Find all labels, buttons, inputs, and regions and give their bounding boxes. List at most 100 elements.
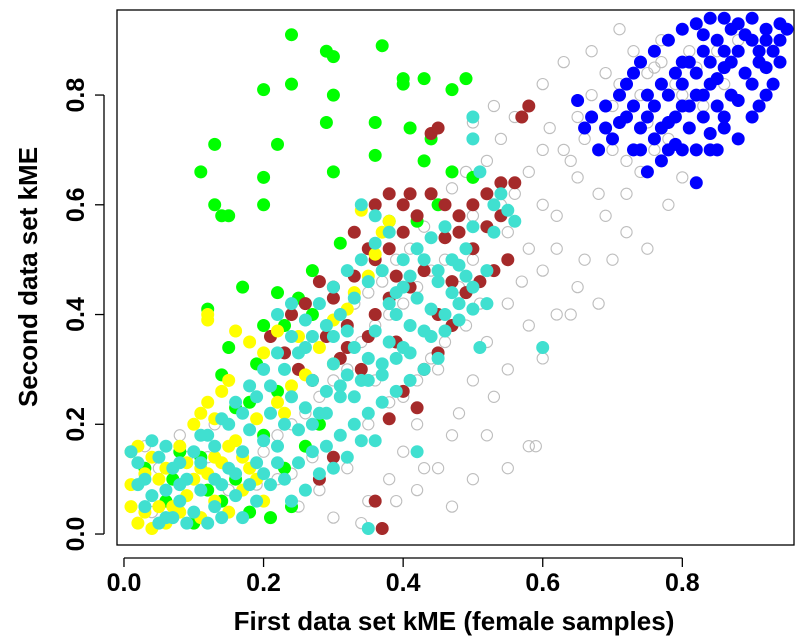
- point-blue-64: [703, 55, 717, 69]
- point-grey-117: [515, 275, 528, 288]
- point-turquoise-20: [263, 406, 277, 420]
- point-turquoise-37: [382, 335, 396, 349]
- point-turquoise-128: [326, 461, 340, 475]
- point-yellow-29: [229, 324, 243, 338]
- point-blue-78: [745, 110, 759, 124]
- point-yellow-30: [243, 335, 257, 349]
- point-grey-47: [536, 198, 549, 211]
- point-blue-46: [731, 17, 745, 31]
- point-brown-2: [382, 412, 396, 426]
- point-grey-83: [257, 445, 270, 458]
- point-turquoise-66: [215, 511, 229, 525]
- point-grey-62: [578, 132, 591, 146]
- point-blue-73: [724, 55, 738, 69]
- point-yellow-46: [270, 395, 284, 409]
- point-turquoise-115: [333, 307, 347, 321]
- point-brown-58: [326, 450, 340, 464]
- point-turquoise-107: [222, 417, 236, 431]
- point-turquoise-156: [284, 297, 298, 311]
- point-turquoise-56: [508, 214, 522, 228]
- point-blue-66: [675, 77, 689, 91]
- point-grey-129: [417, 462, 431, 475]
- point-blue-22: [703, 127, 717, 141]
- point-blue-40: [647, 44, 661, 58]
- point-brown-32: [501, 253, 515, 267]
- point-turquoise-85: [243, 379, 257, 393]
- point-brown-14: [382, 242, 396, 256]
- x-tick-label: 0.6: [525, 569, 560, 597]
- point-turquoise-59: [368, 209, 382, 223]
- point-turquoise-24: [291, 423, 305, 437]
- point-turquoise-9: [187, 505, 201, 519]
- x-tick-label: 0.4: [386, 569, 421, 597]
- point-grey-52: [620, 154, 633, 168]
- point-grey-46: [522, 242, 535, 255]
- point-brown-24: [515, 110, 529, 124]
- point-brown-19: [452, 225, 466, 239]
- point-yellow-25: [215, 384, 229, 398]
- point-turquoise-0: [124, 445, 138, 459]
- point-turquoise-135: [173, 478, 187, 492]
- point-blue-55: [752, 99, 766, 113]
- point-brown-52: [347, 225, 361, 239]
- point-grey-15: [397, 445, 410, 458]
- point-blue-48: [759, 33, 773, 47]
- point-turquoise-125: [284, 494, 298, 508]
- point-turquoise-154: [480, 297, 494, 311]
- point-green-15: [368, 116, 382, 130]
- point-turquoise-158: [298, 340, 312, 354]
- point-turquoise-101: [466, 280, 480, 294]
- point-turquoise-155: [487, 225, 501, 239]
- point-blue-32: [654, 77, 668, 91]
- point-grey-148: [655, 55, 668, 69]
- point-yellow-47: [250, 412, 264, 426]
- point-turquoise-121: [417, 253, 431, 267]
- point-green-3: [375, 39, 389, 53]
- point-grey-140: [543, 121, 556, 135]
- point-turquoise-120: [403, 269, 417, 283]
- point-yellow-32: [270, 324, 284, 338]
- point-grey-50: [592, 187, 605, 200]
- point-turquoise-157: [270, 307, 284, 321]
- point-blue-89: [633, 143, 647, 157]
- point-turquoise-62: [410, 445, 424, 459]
- point-turquoise-50: [466, 110, 480, 124]
- point-turquoise-127: [312, 467, 326, 481]
- point-yellow-45: [284, 379, 298, 393]
- point-turquoise-76: [361, 406, 375, 420]
- point-turquoise-32: [347, 340, 361, 354]
- point-grey-147: [641, 66, 654, 80]
- point-grey-118: [536, 264, 549, 277]
- point-turquoise-95: [382, 225, 396, 239]
- point-turquoise-65: [180, 516, 194, 530]
- point-green-14: [319, 116, 333, 130]
- point-grey-31: [522, 319, 535, 332]
- point-turquoise-92: [340, 264, 354, 278]
- x-axis: 0.0 0.2 0.4 0.6 0.8: [107, 557, 700, 597]
- point-blue-26: [759, 61, 773, 75]
- point-grey-113: [613, 23, 626, 36]
- point-blue-86: [599, 121, 613, 135]
- point-turquoise-100: [452, 297, 466, 311]
- point-grey-18: [445, 500, 459, 513]
- point-green-23: [257, 198, 271, 212]
- point-turquoise-45: [438, 307, 452, 321]
- point-blue-75: [696, 88, 710, 102]
- point-grey-48: [550, 209, 563, 222]
- point-turquoise-132: [270, 456, 284, 470]
- point-brown-11: [312, 275, 326, 289]
- point-blue-44: [703, 11, 717, 25]
- point-grey-142: [571, 110, 584, 124]
- point-grey-84: [529, 440, 542, 453]
- point-yellow-18: [229, 434, 243, 448]
- point-grey-10: [313, 483, 326, 497]
- point-turquoise-124: [459, 269, 473, 283]
- point-turquoise-108: [236, 406, 250, 420]
- x-tick-label: 0.2: [246, 569, 281, 597]
- point-turquoise-93: [354, 253, 368, 267]
- point-turquoise-15: [229, 489, 243, 503]
- point-turquoise-46: [445, 286, 459, 300]
- point-grey-38: [641, 242, 654, 255]
- point-turquoise-110: [263, 379, 277, 393]
